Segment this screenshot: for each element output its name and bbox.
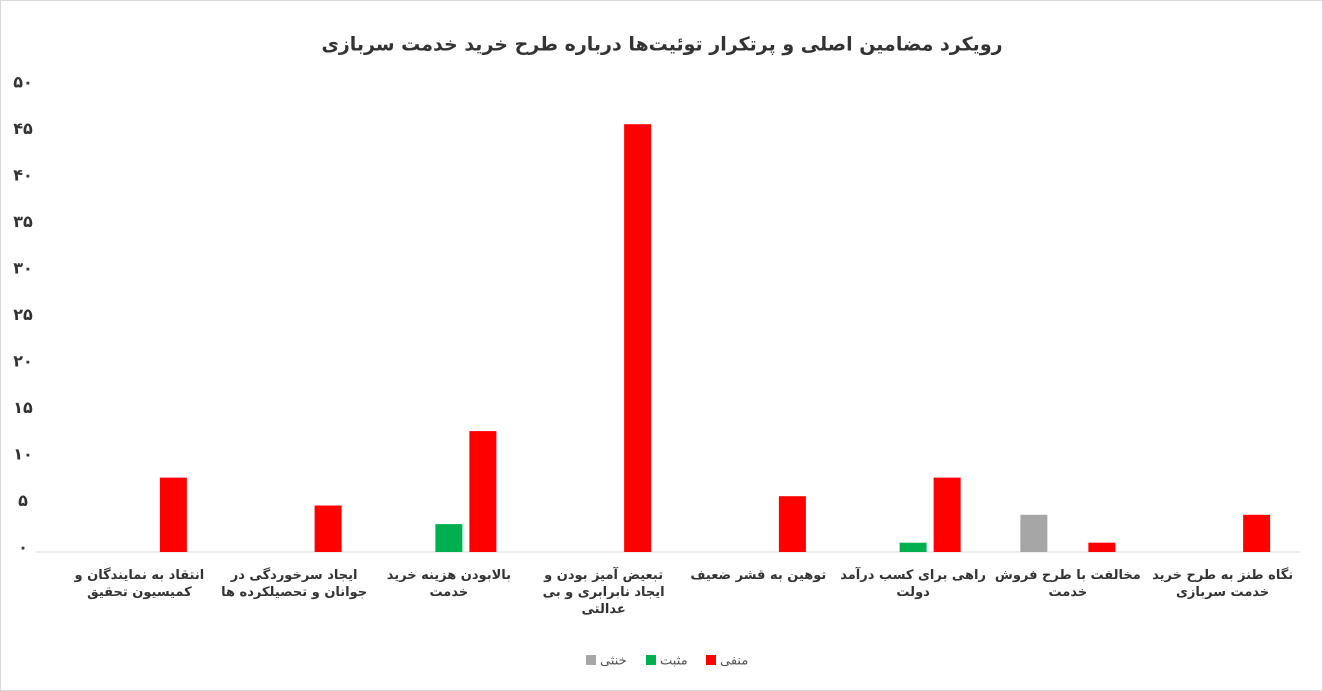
x-tick-label: مخالفت با طرح فروش خدمت [994,568,1141,600]
bar [1020,514,1048,552]
x-tick-label: راهی برای کسب درآمد دولت [840,568,986,600]
legend-swatch [586,655,596,665]
y-tick-label: ۲۰ [13,352,33,371]
chart-title: رویکرد مضامین اصلی و پرتکرار توئیت‌ها در… [321,34,1002,56]
legend-swatch [646,655,656,665]
legend-label: منفی [720,654,748,669]
bar [1088,542,1116,552]
y-tick-label: ۳۵ [13,212,33,231]
bar [778,496,806,552]
x-tick-label: نگاه طنز به طرح خرید خدمت سربازی [1152,568,1294,600]
bar [624,124,652,552]
x-tick-label: بالابودن هزینه خرید خدمت [386,568,512,600]
y-tick-label: ۲۵ [13,305,33,324]
legend-label: خنثی [600,654,627,669]
y-tick-label: ۳۰ [13,259,33,278]
legend-swatch [706,655,716,665]
bar [469,431,497,552]
bar [314,505,342,552]
y-tick-label: ۴۵ [13,119,33,138]
bar [435,524,463,552]
legend-label: مثبت [660,654,688,669]
y-tick-label: ۵ [18,491,28,510]
bar [159,477,187,552]
x-tick-label: تبعیض آمیز بودن و ایجاد نابرابری و بی عد… [542,568,665,617]
y-tick-label: ۱۵ [13,398,33,417]
x-tick-label: انتقاد به نمایندگان و کمیسیون تحقیق [74,568,205,600]
x-tick-label: توهین به قشر ضعیف [690,568,827,583]
bar [933,477,961,552]
bar [1243,514,1271,552]
y-tick-label: ۴۰ [13,166,33,185]
y-tick-label: ۵۰ [13,73,33,92]
x-tick-label: ایجاد سرخوردگی در جوانان و تحصیلکرده ها [221,568,368,600]
y-tick-label: ۰ [18,538,28,557]
y-tick-label: ۱۰ [13,445,33,464]
bar [899,542,927,552]
